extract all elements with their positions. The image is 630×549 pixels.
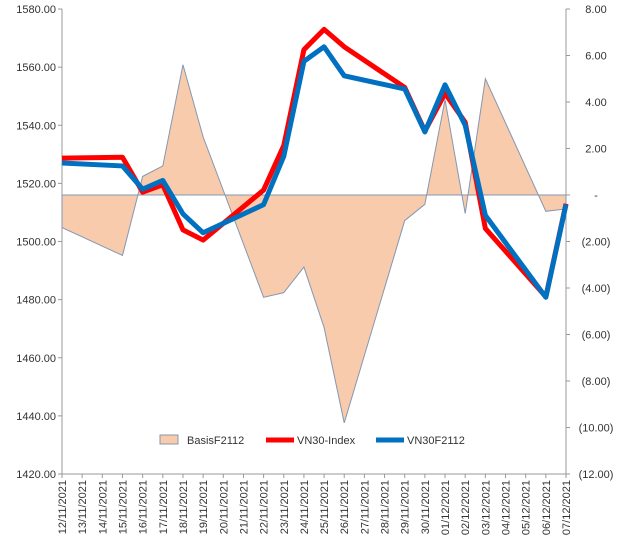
y-tick-label: 1460.00 bbox=[16, 353, 56, 365]
y2-tick-label: 8.00 bbox=[585, 4, 606, 16]
y-tick-label: 1440.00 bbox=[16, 411, 56, 423]
y2-tick-label: 4.00 bbox=[585, 97, 606, 109]
x-tick-label: 12/11/2021 bbox=[57, 480, 69, 534]
x-tick-label: 06/12/2021 bbox=[541, 480, 553, 535]
x-tick-label: 30/11/2021 bbox=[420, 480, 432, 534]
y-tick-label: 1500.00 bbox=[16, 237, 56, 249]
x-tick-label: 13/11/2021 bbox=[77, 480, 89, 534]
x-tick-label: 21/11/2021 bbox=[238, 480, 250, 534]
y2-tick-label: (10.00) bbox=[579, 423, 614, 435]
area bbox=[61, 64, 567, 423]
x-tick-label: 17/11/2021 bbox=[158, 480, 170, 534]
x-tick-label: 20/11/2021 bbox=[218, 480, 230, 534]
y2-tick-label: (12.00) bbox=[579, 469, 614, 481]
x-tick-label: 29/11/2021 bbox=[400, 480, 412, 534]
x-tick-label: 04/12/2021 bbox=[501, 480, 513, 535]
x-tick-label: 02/12/2021 bbox=[460, 480, 472, 535]
x-tick-label: 27/11/2021 bbox=[359, 480, 371, 534]
x-tick-label: 24/11/2021 bbox=[299, 480, 311, 534]
y2-tick-label: 2.00 bbox=[585, 144, 606, 156]
y-tick-label: 1480.00 bbox=[16, 295, 56, 307]
x-tick-label: 23/11/2021 bbox=[279, 480, 291, 534]
y2-tick-label: (6.00) bbox=[582, 330, 611, 342]
legend-label: BasisF2112 bbox=[187, 435, 244, 447]
x-tick-label: 22/11/2021 bbox=[259, 480, 271, 534]
y2-tick-label: 6.00 bbox=[585, 51, 606, 63]
y-tick-label: 1520.00 bbox=[16, 178, 56, 190]
legend-swatch bbox=[159, 434, 179, 445]
y2-tick-label: (2.00) bbox=[582, 237, 611, 249]
x-tick-label: 05/12/2021 bbox=[521, 480, 533, 535]
x-tick-label: 15/11/2021 bbox=[117, 480, 129, 534]
x-tick-label: 01/12/2021 bbox=[440, 480, 452, 535]
y-tick-label: 1540.00 bbox=[16, 120, 56, 132]
y2-tick-label: (8.00) bbox=[582, 376, 611, 388]
x-tick-label: 16/11/2021 bbox=[138, 480, 150, 534]
x-tick-label: 18/11/2021 bbox=[178, 480, 190, 534]
x-tick-label: 07/12/2021 bbox=[561, 480, 573, 535]
y-tick-label: 1420.00 bbox=[16, 469, 56, 481]
line bbox=[61, 44, 569, 300]
y-tick-label: 1580.00 bbox=[16, 4, 56, 16]
x-tick-label: 19/11/2021 bbox=[198, 480, 210, 534]
x-tick-label: 03/12/2021 bbox=[480, 480, 492, 535]
legend-label: VN30F2112 bbox=[407, 435, 465, 447]
x-tick-label: 26/11/2021 bbox=[339, 480, 351, 534]
y-tick-label: 1560.00 bbox=[16, 62, 56, 74]
legend-label: VN30-Index bbox=[297, 435, 356, 447]
x-tick-label: 28/11/2021 bbox=[380, 480, 392, 534]
y2-tick-label: - bbox=[594, 190, 598, 202]
x-tick-label: 25/11/2021 bbox=[319, 480, 331, 534]
y2-tick-label: (4.00) bbox=[582, 283, 611, 295]
x-tick-label: 14/11/2021 bbox=[97, 480, 109, 534]
